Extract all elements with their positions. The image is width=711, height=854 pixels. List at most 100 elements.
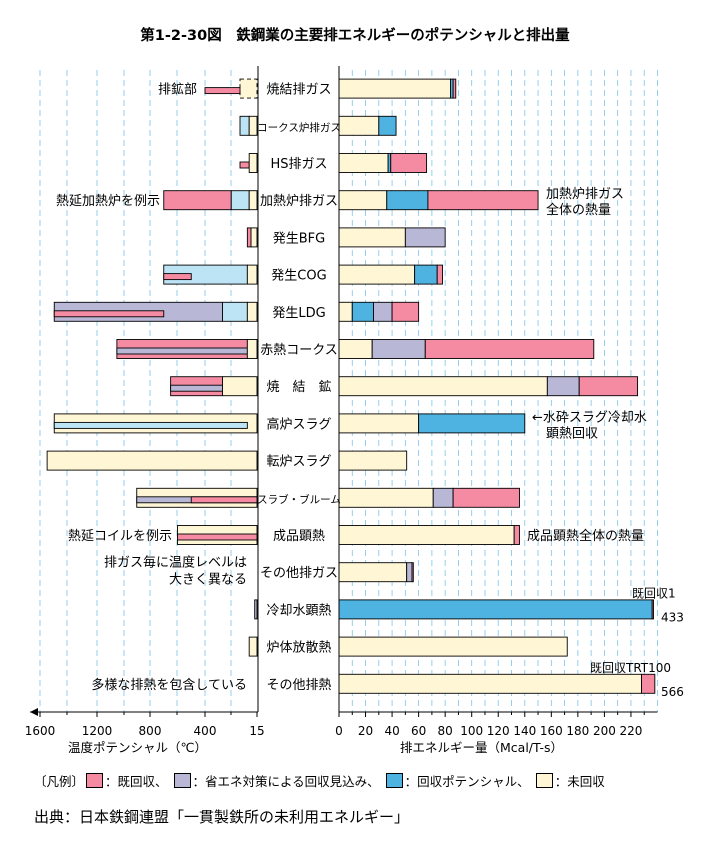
category-label: 赤熱コークス [260, 343, 338, 358]
left-axis-tick-label: 1600 [25, 724, 56, 738]
energy-bar-segment [338, 599, 653, 620]
temperature-bar-segment [222, 301, 248, 322]
right-axis-tick-label: 60 [411, 724, 426, 738]
temperature-bar-segment [246, 227, 252, 248]
temperature-bar-segment [177, 533, 258, 541]
temperature-bar-segment [248, 153, 258, 173]
temperature-bar-segment [246, 339, 258, 359]
category-label: スラブ・ブルーム [257, 493, 341, 506]
annotation-value: 433 [661, 610, 684, 624]
energy-bar-segment [386, 190, 429, 211]
category-label: 焼結排ガス [266, 83, 331, 98]
annotation-left: 排ガス毎に温度レベルは [104, 555, 247, 571]
temperature-bar-segment [190, 496, 258, 504]
energy-bar-segment [406, 562, 413, 583]
annotation-right: 顕熱回収 [546, 426, 598, 441]
energy-bar-segment [513, 525, 520, 545]
category-label: 発生LDG [272, 306, 325, 321]
category-label: 発生COG [271, 269, 326, 284]
annotation-right: 成品顕熱全体の熱量 [527, 528, 644, 544]
energy-bar-segment [338, 673, 643, 694]
annotation-left: 大きく異なる [169, 573, 247, 588]
energy-bar-segment [452, 487, 520, 508]
annotation-right: 加熱炉排ガス [546, 187, 624, 202]
annotations: 排鉱部熱延加熱炉を例示熱延コイルを例示排ガス毎に温度レベルは大きく異なる多様な排… [56, 82, 684, 699]
temperature-bar-segment [163, 273, 192, 281]
chart-title: 第1-2-30図 鉄鋼業の主要排エネルギーのポテンシャルと排出量 [140, 26, 570, 44]
right-axis-tick-label: 140 [513, 724, 536, 738]
temperature-bar-segment [239, 78, 258, 99]
energy-bar-segment [390, 153, 428, 173]
energy-bar-segment [546, 376, 580, 397]
energy-bar-segment [338, 636, 568, 657]
energy-bar-segment [432, 487, 454, 508]
temperature-bar-segment [254, 599, 258, 620]
temperature-bar-segment [250, 227, 258, 248]
left-axis-tick-label: 400 [194, 724, 217, 738]
temperature-bar-segment [248, 636, 258, 657]
energy-bar-segment [424, 339, 595, 359]
legend-swatch-kaishu [86, 773, 104, 788]
axes: 1600 1200 800 400 15 0 20 40 60 80 100 120 140 160 180… [25, 66, 658, 738]
temperature-bar-segment [239, 161, 250, 169]
annotation-left: 熱延加熱炉を例示 [56, 194, 160, 209]
annotation-recovered: 既回収1 [632, 586, 676, 600]
right-axis-tick-label: 180 [566, 724, 589, 738]
right-axis-tick-label: 220 [619, 724, 642, 738]
legend-swatch-mikaishu [535, 773, 553, 788]
right-axis-tick-label: 200 [593, 724, 616, 738]
energy-bar-segment [404, 227, 446, 248]
energy-bar-segment [338, 450, 408, 471]
energy-bar-segment [338, 562, 408, 583]
energy-bar-segment [391, 301, 420, 322]
left-axis-tick-label: 15 [249, 724, 264, 738]
right-axis-tick-label: 0 [335, 724, 343, 738]
legend-label-kaishu: ：既回収、 [105, 774, 168, 789]
energy-bar-segment [641, 673, 656, 694]
left-axis-arrow [30, 708, 38, 716]
category-label: コークス炉排ガス [257, 121, 341, 134]
category-label: 炉体放散熱 [266, 641, 331, 656]
chart: 第1-2-30図 鉄鋼業の主要排エネルギーのポテンシャルと排出量 焼結排ガスコー… [25, 26, 684, 755]
right-axis-tick-label: 40 [384, 724, 399, 738]
left-axis-tick-label: 1200 [82, 724, 113, 738]
temperature-bar-segment [239, 115, 250, 136]
temperature-bar-segment [46, 450, 258, 471]
energy-bar-segment [578, 376, 639, 397]
legend-swatch-potential [385, 773, 403, 788]
energy-bar-segment [338, 339, 373, 359]
energy-bar-segment [338, 115, 380, 136]
right-axis-tick-label: 120 [487, 724, 510, 738]
temperature-bar-segment [116, 347, 248, 355]
annotation-value: 566 [661, 685, 684, 699]
energy-bar-segment [338, 413, 420, 434]
legend-swatch-shoene [173, 773, 191, 788]
legend-label-mikaishu: ：未回収 [554, 774, 605, 789]
right-axis-tick-label: 20 [358, 724, 373, 738]
category-label: その他排熱 [266, 678, 331, 693]
right-axis-tick-label: 80 [438, 724, 453, 738]
legend-label-shoene: ：省エネ対策による回収見込み、 [192, 774, 380, 789]
temperature-bar-segment [53, 421, 248, 429]
energy-bar-segment [427, 190, 539, 211]
energy-bar-segment [452, 78, 457, 99]
category-label: 発生BFG [273, 231, 325, 246]
legend-label-potential: ：回収ポテンシャル、 [404, 774, 530, 789]
annotation-right: ←水砕スラグ冷却水 [532, 410, 647, 425]
energy-bar-segment [338, 153, 389, 173]
left-axis-tick-label: 800 [139, 724, 162, 738]
energy-bar-segment [436, 264, 443, 285]
energy-bar-segment [338, 264, 416, 285]
annotation-left: 排鉱部 [158, 82, 197, 98]
energy-bar-segment [338, 376, 548, 397]
legend-prefix: 〔凡例〕 [34, 774, 85, 789]
annotation-left: 多様な排熱を包含している [91, 677, 247, 693]
legend: 〔凡例〕 ：既回収、 ：省エネ対策による回収見込み、 ：回収ポテンシャル、 ：未… [34, 771, 605, 790]
energy-bar-segment [411, 562, 414, 583]
temperature-bar-segment [248, 115, 258, 136]
energy-bar-segment [338, 227, 406, 248]
temperature-bar-segment [170, 384, 223, 392]
energy-bar-segment [378, 115, 397, 136]
energy-bar-segment [338, 301, 353, 322]
